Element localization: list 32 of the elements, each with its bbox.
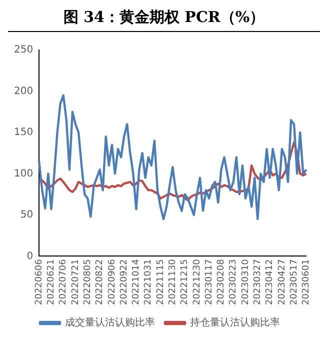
x-tick-label: 20220721 (70, 259, 81, 306)
y-tick-label: 250 (14, 44, 34, 56)
y-tick-label: 50 (20, 210, 34, 221)
x-tick-label: 20221014 (132, 258, 142, 306)
x-tick-label: 20221031 (144, 259, 154, 306)
x-tick-label: 20230117 (204, 259, 214, 306)
x-tick-label: 20230310 (240, 258, 251, 306)
x-tick-label: 20230412 (265, 259, 276, 306)
x-tick-label: 20230601 (302, 259, 312, 306)
x-tick-label: 20230517 (289, 259, 300, 306)
y-tick-label: 150 (14, 127, 34, 138)
x-tick-label: 20230208 (216, 258, 227, 306)
x-tick-label: 20220822 (95, 259, 106, 306)
x-tick-label: 20220706 (58, 258, 69, 306)
legend-label: 成交量认沽认购比率 (65, 316, 155, 329)
x-tick-label: 20221115 (156, 259, 166, 306)
x-tick-label: 20230327 (252, 259, 263, 306)
x-tick-label: 20220805 (82, 259, 93, 306)
x-tick-label: 20230427 (277, 259, 288, 306)
x-tick-label: 20220906 (107, 258, 118, 306)
x-tick-label: 20221215 (180, 259, 190, 306)
chart-title: 图 34：黄金期权 PCR（%） (8, 8, 320, 32)
x-tick-label: 20220621 (46, 259, 57, 306)
x-tick-label: 20221130 (168, 258, 178, 306)
x-tick-label: 20220606 (34, 258, 44, 306)
y-tick-label: 200 (14, 86, 34, 97)
x-tick-label: 20221230 (192, 258, 202, 306)
y-tick-label: 100 (14, 168, 34, 180)
x-tick-label: 20220922 (119, 259, 130, 306)
y-tick-label: 0 (26, 250, 34, 262)
x-tick-label: 20230223 (228, 259, 239, 306)
legend-label: 持仓量认沽认购比率 (190, 316, 280, 329)
